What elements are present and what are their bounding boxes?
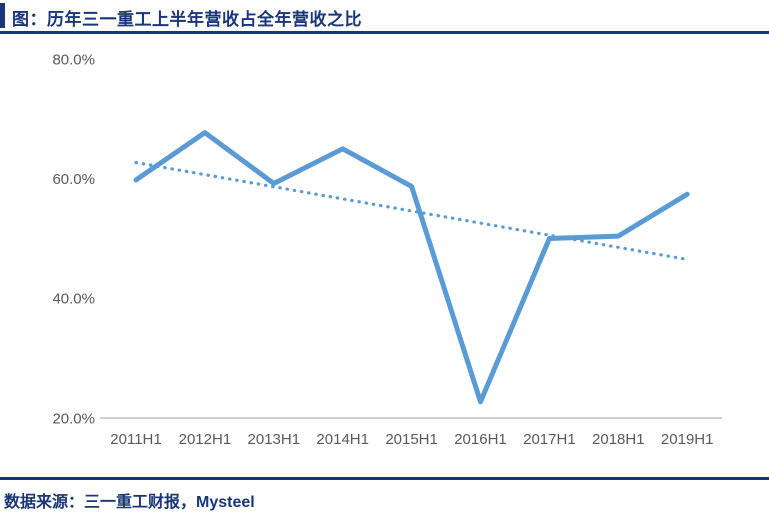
x-axis-tick-label: 2011H1 — [110, 431, 161, 448]
source-bar: 数据来源：三一重工财报，Mysteel — [0, 477, 769, 514]
chart-title: 图：历年三一重工上半年营收占全年营收之比 — [12, 10, 362, 29]
y-axis-tick-label: 60.0% — [52, 171, 95, 188]
y-axis-tick-label: 80.0% — [52, 51, 95, 68]
x-axis-tick-label: 2013H1 — [248, 431, 301, 448]
x-axis-tick-label: 2012H1 — [179, 431, 232, 448]
x-axis-tick-label: 2018H1 — [592, 431, 645, 448]
x-axis-tick-label: 2019H1 — [661, 431, 714, 448]
title-accent-bar — [0, 3, 5, 28]
trendline-dotted — [134, 160, 689, 262]
y-axis-tick-label: 20.0% — [52, 410, 95, 427]
y-axis-tick-label: 40.0% — [52, 291, 95, 308]
data-source-text: 数据来源：三一重工财报，Mysteel — [4, 494, 255, 511]
x-axis-tick-label: 2014H1 — [316, 431, 369, 448]
chart-area: 80.0% 60.0% 40.0% 20.0% 2011H1 2012H1 2013H1 20… — [0, 34, 769, 477]
x-axis-tick-label: 2017H1 — [523, 431, 576, 448]
line-chart-svg: 80.0% 60.0% 40.0% 20.0% 2011H1 2012H1 2013H1 20… — [52, 51, 722, 448]
x-axis-tick-label: 2016H1 — [454, 431, 507, 448]
revenue-ratio-line — [133, 130, 690, 405]
x-axis-tick-label: 2015H1 — [385, 431, 438, 448]
chart-title-bar: 图：历年三一重工上半年营收占全年营收之比 — [0, 0, 769, 34]
